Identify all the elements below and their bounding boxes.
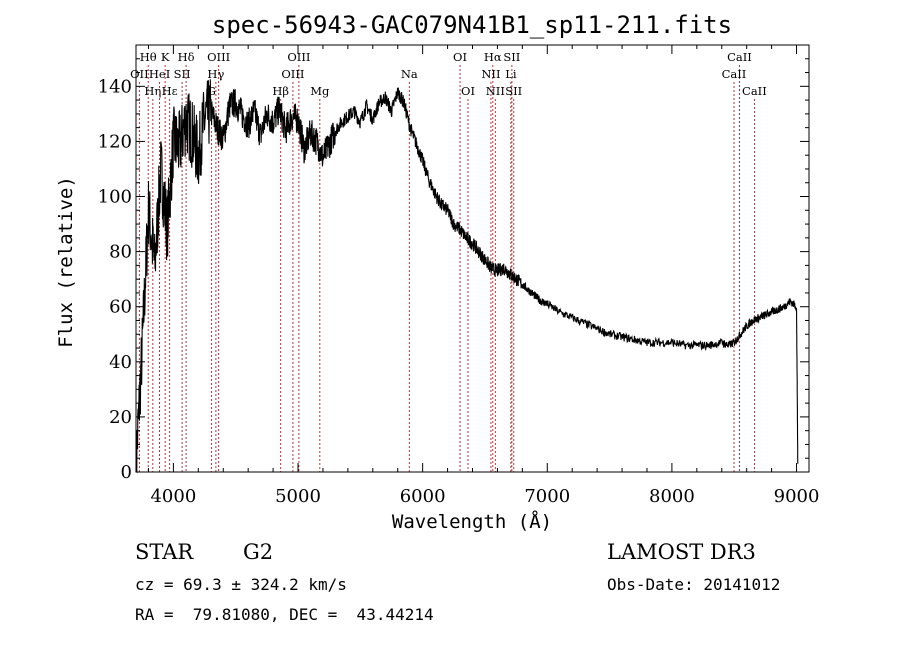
line-marker-label: HeI xyxy=(149,67,170,81)
y-tick-label: 100 xyxy=(98,187,132,208)
line-marker-label: Mg xyxy=(310,84,330,98)
x-tick-label: 4000 xyxy=(150,486,196,507)
line-marker-label: OIII xyxy=(281,67,304,81)
line-marker-label: NII xyxy=(486,84,505,98)
line-marker-label: CaII xyxy=(722,67,747,81)
obs-date: Obs-Date: 20141012 xyxy=(607,575,781,594)
y-tick-label: 120 xyxy=(98,131,132,152)
survey-name: LAMOST DR3 xyxy=(607,540,756,564)
line-marker-label: OII xyxy=(130,67,149,81)
redshift-readout: cz = 69.3 ± 324.2 km/s xyxy=(135,575,347,594)
x-axis-label: Wavelength (Å) xyxy=(392,510,552,533)
object-subclass: G2 xyxy=(243,540,274,564)
line-marker-label: SII xyxy=(174,67,191,81)
y-tick-label: 20 xyxy=(109,407,132,428)
x-tick-label: 8000 xyxy=(649,486,695,507)
line-marker-label: Hβ xyxy=(272,84,289,98)
line-marker-label: Hε xyxy=(162,84,178,98)
x-tick-label: 7000 xyxy=(524,486,570,507)
line-marker-label: OI xyxy=(461,84,475,98)
line-marker-label: G xyxy=(207,84,216,98)
line-marker-label: Hθ xyxy=(140,50,157,64)
y-tick-label: 0 xyxy=(121,462,132,483)
line-marker-label: Hα xyxy=(484,50,502,64)
y-tick-label: 60 xyxy=(109,297,132,318)
line-marker-label: K xyxy=(161,50,170,64)
line-marker-label: OIII xyxy=(287,50,310,64)
y-tick-label: 80 xyxy=(109,242,132,263)
object-class: STAR xyxy=(135,540,194,564)
axis-ticks: 4000 5000 6000 7000 8000 9000 0 20 40 60 80 100 120 1… xyxy=(98,45,820,507)
line-marker-label: Na xyxy=(401,67,418,81)
y-tick-label: 140 xyxy=(98,76,132,97)
line-marker-label: SII xyxy=(503,50,520,64)
line-marker-label: Hη xyxy=(144,84,161,98)
x-tick-label: 5000 xyxy=(275,486,321,507)
line-marker-label: NII xyxy=(481,67,500,81)
spectrum-series-line xyxy=(135,79,799,474)
x-tick-label: 9000 xyxy=(774,486,820,507)
line-marker-label: OIII xyxy=(207,50,230,64)
line-marker-label: Hδ xyxy=(178,50,195,64)
line-marker-label: Li xyxy=(505,67,517,81)
line-marker-label: CaII xyxy=(742,84,767,98)
y-tick-label: 40 xyxy=(109,352,132,373)
spectral-line-markers: Hθ OII Hη K HeI Hε Hδ SII OIII Hγ G OIII OIII Hβ Mg Na O… xyxy=(130,50,767,472)
y-axis-label: Flux (relative) xyxy=(55,176,77,348)
x-tick-label: 6000 xyxy=(400,486,446,507)
line-marker-label: Hγ xyxy=(207,67,224,81)
line-marker-label: SII xyxy=(505,84,522,98)
line-marker-label: CaII xyxy=(727,50,752,64)
chart-title: spec-56943-GAC079N41B1_sp11-211.fits xyxy=(212,11,732,39)
coordinates: RA = 79.81080, DEC = 43.44214 xyxy=(135,605,434,624)
line-marker-label: OI xyxy=(453,50,467,64)
